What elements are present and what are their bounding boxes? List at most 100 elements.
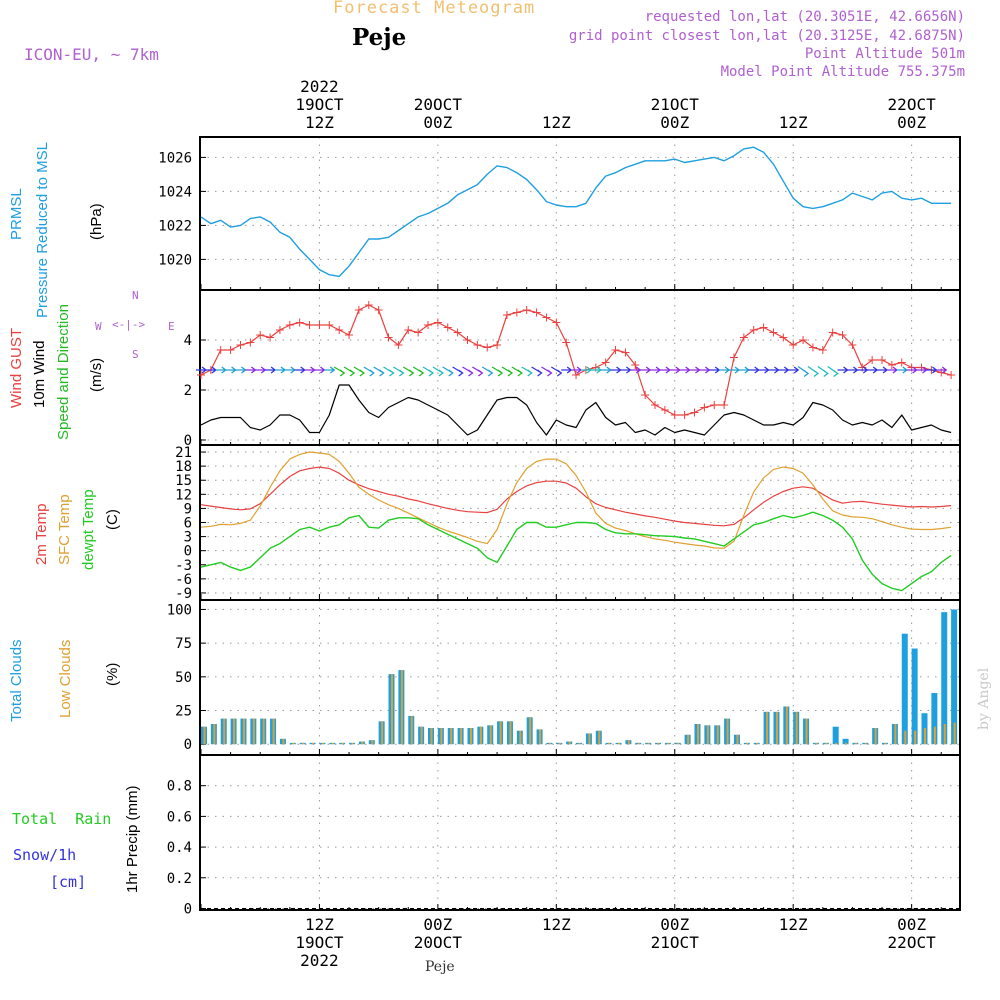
- total-cloud-bar: [911, 648, 918, 745]
- low-cloud-bar: [795, 711, 798, 745]
- y-tick-label: 100: [167, 602, 192, 618]
- low-cloud-bar: [509, 721, 512, 745]
- total-cloud-bar: [941, 612, 948, 745]
- wind-gust-marker: [246, 338, 255, 347]
- low-cloud-bar: [667, 742, 670, 745]
- wind-direction-arrow: [333, 366, 346, 377]
- top-time-label: 12Z: [779, 113, 808, 132]
- low-cloud-bar: [213, 724, 216, 745]
- y-tick-label: 1020: [158, 252, 192, 268]
- wind-direction-arrow: [235, 366, 247, 374]
- dewpt-line: [200, 511, 952, 592]
- bottom-time-label: 12Z: [779, 915, 808, 934]
- wind-gust-marker: [680, 411, 689, 419]
- wind-direction-arrow: [491, 366, 504, 377]
- wind-gust-marker: [660, 406, 669, 414]
- wind-direction-arrow: [807, 365, 820, 378]
- low-cloud-bar: [657, 742, 660, 745]
- low-cloud-bar: [627, 740, 630, 745]
- wind-gust-marker: [651, 401, 660, 409]
- low-cloud-bar: [469, 728, 472, 745]
- wind-gust-marker: [374, 306, 383, 314]
- y-tick-label: 25: [175, 704, 192, 720]
- low-cloud-bar: [400, 670, 403, 745]
- snow-unit-label: [cm]: [50, 873, 87, 891]
- wind-direction-arrow: [402, 366, 415, 377]
- low-cloud-bar: [835, 742, 838, 745]
- wind-gust-marker: [631, 361, 640, 369]
- y-tick-label: 9: [184, 501, 192, 517]
- low-cloud-bar: [371, 740, 374, 745]
- total-rain-label: Total Rain: [12, 810, 111, 828]
- wind-direction-arrow: [501, 366, 514, 377]
- wind-direction-arrow: [294, 366, 306, 374]
- wind-direction-arrow: [650, 366, 662, 374]
- y-tick-label: 15: [175, 473, 192, 489]
- wind-gust-marker: [542, 313, 551, 322]
- compass-s: S: [132, 348, 139, 361]
- wind-gust-marker: [226, 346, 235, 354]
- low-cloud-bar: [953, 722, 956, 745]
- wind-direction-arrow: [738, 366, 750, 374]
- wind-gust-marker: [404, 326, 413, 334]
- wind-gust-marker: [266, 333, 275, 342]
- low-cloud-bar: [410, 715, 413, 745]
- low-cloud-bar: [223, 718, 226, 745]
- low-cloud-bar: [894, 724, 897, 745]
- wind-gust-marker: [424, 321, 432, 329]
- wind-direction-arrow: [600, 366, 612, 374]
- bottom-time-label: 2022: [300, 951, 339, 970]
- y-tick-label: 6: [184, 516, 192, 532]
- low-cloud-bar: [391, 674, 394, 745]
- wind-direction-arrow: [422, 366, 435, 377]
- wind-gust-marker: [621, 348, 630, 357]
- wind-direction-arrow: [363, 366, 375, 377]
- compass-n: N: [132, 289, 139, 302]
- low-cloud-bar: [805, 718, 808, 745]
- bottom-time-label: 12Z: [305, 915, 334, 934]
- bottom-time-label: 19OCT: [295, 933, 344, 952]
- wind-gust-marker: [789, 341, 798, 349]
- low-cloud-bar: [519, 730, 522, 745]
- wind-direction-arrow: [758, 366, 770, 374]
- low-cloud-bar: [302, 742, 305, 745]
- wind-direction-arrow: [719, 366, 731, 374]
- wind-gust-marker: [887, 361, 896, 369]
- wind-direction-arrow: [383, 366, 395, 377]
- y-tick-label: 0: [184, 737, 192, 753]
- low-cloud-bar: [529, 717, 532, 745]
- wind-gust-marker: [502, 311, 511, 319]
- wind-gust-line: [200, 304, 952, 416]
- wind-direction-arrow: [669, 366, 681, 374]
- location-title: Peje: [352, 24, 407, 51]
- low-cloud-bar: [924, 728, 927, 745]
- wind-gust-marker: [897, 358, 906, 367]
- low-cloud-bar: [864, 742, 867, 745]
- wind-gust-marker: [868, 356, 877, 364]
- wind-direction-arrow: [896, 366, 908, 374]
- wind-direction-arrow: [550, 366, 563, 377]
- low-cloud-bar: [341, 742, 344, 745]
- wind-direction-arrow: [265, 366, 277, 374]
- low-cloud-bar: [558, 742, 561, 745]
- wind-gust-marker: [878, 356, 887, 364]
- wind-gust-marker: [483, 343, 492, 352]
- low-cloud-bar: [460, 728, 463, 745]
- bottom-time-label: 00Z: [897, 915, 926, 934]
- wind-gust-marker: [759, 323, 768, 332]
- low-cloud-bar: [756, 742, 759, 745]
- y-tick-label: 0: [184, 901, 192, 917]
- panel-frame: [199, 599, 961, 756]
- y-tick-label: 0.2: [167, 871, 192, 887]
- wind-direction-arrow: [215, 366, 227, 374]
- low-cloud-bar: [608, 742, 611, 745]
- y-tick-label: -9: [175, 586, 192, 602]
- top-time-label: 20OCT: [414, 95, 463, 114]
- low-cloud-bar: [578, 742, 581, 745]
- low-cloud-bar: [825, 742, 828, 745]
- total-cloud-bar: [832, 726, 839, 745]
- bottom-time-label: 12Z: [542, 915, 571, 934]
- wind-gust-marker: [808, 343, 817, 352]
- wind-direction-arrow: [867, 366, 879, 374]
- y-tick-label: 2: [184, 383, 192, 399]
